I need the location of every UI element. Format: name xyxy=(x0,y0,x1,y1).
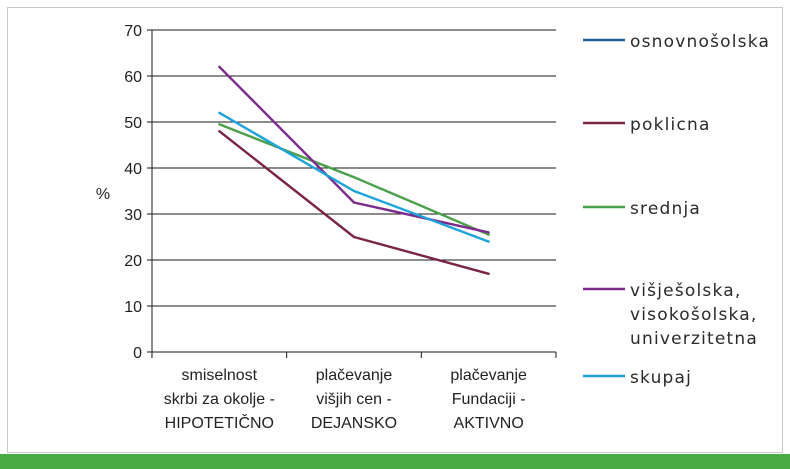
data-point xyxy=(487,240,490,243)
data-point xyxy=(352,201,356,204)
x-category-label: DEJANSKO xyxy=(311,415,397,432)
legend-label: poklicna xyxy=(630,115,711,135)
data-point xyxy=(218,65,221,69)
legend-label: osnovnošolska xyxy=(630,32,770,52)
x-category-label: HIPOTETIČNO xyxy=(165,413,274,432)
x-category-label: smiselnost xyxy=(182,367,258,384)
data-point xyxy=(487,233,490,236)
data-point xyxy=(218,111,221,115)
y-axis-title: % xyxy=(96,186,110,203)
x-category-label: Fundaciji - xyxy=(452,391,526,408)
legend-label: skupaj xyxy=(630,368,692,388)
series-line-2 xyxy=(218,123,490,236)
data-point xyxy=(352,176,356,179)
data-point xyxy=(487,272,490,275)
x-category-label: AKTIVNO xyxy=(454,415,524,432)
legend-label: srednja xyxy=(630,199,701,219)
x-category-label: višjih cen - xyxy=(316,391,392,408)
data-point xyxy=(487,231,490,234)
x-category-label: plačevanje xyxy=(316,367,393,384)
legend-label: univerzitetna xyxy=(630,329,758,349)
data-point xyxy=(218,123,221,126)
y-tick-label: 20 xyxy=(124,253,142,270)
data-point xyxy=(352,235,356,239)
data-point xyxy=(352,189,356,193)
legend-label: visokošolska, xyxy=(630,305,758,325)
y-tick-label: 40 xyxy=(124,161,142,178)
chart-frame xyxy=(7,7,783,453)
y-tick-label: 70 xyxy=(124,23,142,40)
x-category-label: skrbi za okolje - xyxy=(164,391,275,408)
y-tick-label: 30 xyxy=(124,207,142,224)
y-tick-label: 60 xyxy=(124,69,142,86)
y-tick-label: 10 xyxy=(124,299,142,316)
data-point xyxy=(218,130,221,133)
bottom-accent-bar xyxy=(0,454,790,469)
x-category-label: plačevanje xyxy=(450,367,527,384)
y-tick-label: 50 xyxy=(124,115,142,132)
y-tick-label: 0 xyxy=(133,345,142,362)
series-line-3 xyxy=(218,65,489,234)
legend-label: višješolska, xyxy=(630,281,741,301)
